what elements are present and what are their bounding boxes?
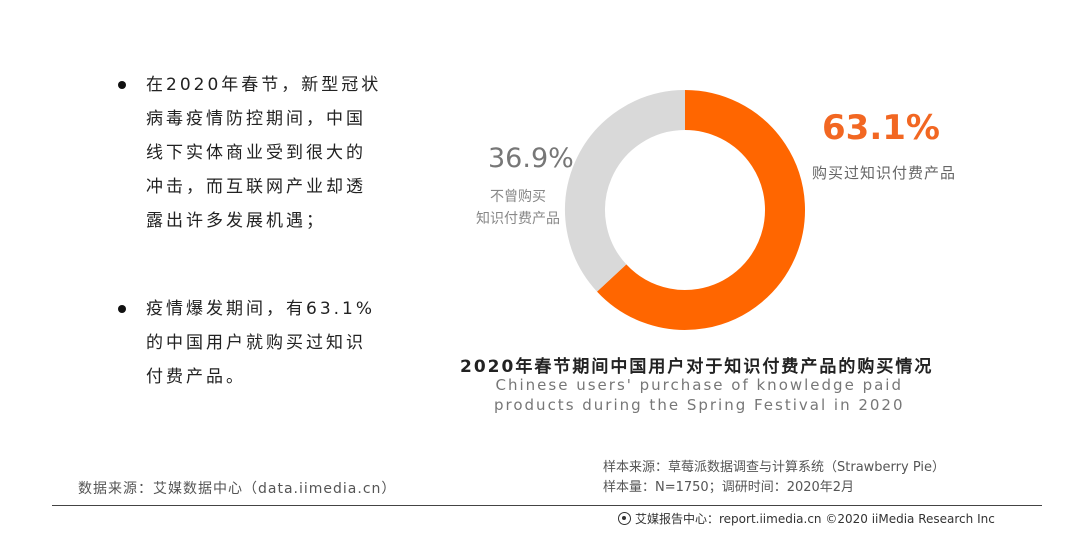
footer-text: 艾媒报告中心：report.iimedia.cn ©2020 iiMedia R… [635,512,995,526]
slice-label-not-purchased: 不曾购买 知识付费产品 [458,186,578,230]
data-source: 数据来源：艾媒数据中心（data.iimedia.cn） [78,481,397,497]
donut-slice-purchased [597,90,805,330]
bullet-text-1: 在2020年春节，新型冠状 病毒疫情防控期间，中国 线下实体商业受到很大的 冲击… [146,68,394,238]
footer: 艾媒报告中心：report.iimedia.cn ©2020 iiMedia R… [618,510,995,527]
bullet-line: 病毒疫情防控期间，中国 [146,109,366,129]
bullet-line: 在2020年春节，新型冠状 [146,75,382,95]
slice-label-purchased: 购买过知识付费产品 [812,164,957,182]
chart-title: 2020年春节期间中国用户对于知识付费产品的购买情况 [460,357,934,377]
slice-label-line: 知识付费产品 [476,211,560,227]
bullet-line: 冲击，而互联网产业却透 [146,177,366,197]
slice-value-not-purchased: 36.9% [488,143,574,174]
bullet-line: 疫情爆发期间，有63.1% [146,299,376,319]
bullet-line: 露出许多发展机遇； [146,211,326,231]
bullet-dot [118,305,126,313]
footer-divider [52,505,1042,506]
chart-subtitle-line: Chinese users' purchase of knowledge pai… [495,376,903,394]
donut-slice-not-purchased [565,90,686,292]
bullet-line: 付费产品。 [146,367,246,387]
chart-subtitle: Chinese users' purchase of knowledge pai… [494,375,905,415]
bullet-text-2: 疫情爆发期间，有63.1% 的中国用户就购买过知识 付费产品。 [146,292,394,394]
iimedia-logo-icon [618,512,631,525]
sample-size: 样本量：N=1750；调研时间：2020年2月 [603,480,855,495]
chart-subtitle-line: products during the Spring Festival in 2… [494,396,905,414]
bullet-dot [118,81,126,89]
sample-source: 样本来源：草莓派数据调查与计算系统（Strawberry Pie） [603,460,945,475]
donut-chart [565,90,805,330]
slice-value-purchased: 63.1% [822,108,940,148]
sample-info: 样本来源：草莓派数据调查与计算系统（Strawberry Pie） 样本量：N=… [603,458,945,498]
slice-label-line: 不曾购买 [490,189,546,205]
bullet-line: 线下实体商业受到很大的 [146,143,366,163]
bullet-line: 的中国用户就购买过知识 [146,333,366,353]
